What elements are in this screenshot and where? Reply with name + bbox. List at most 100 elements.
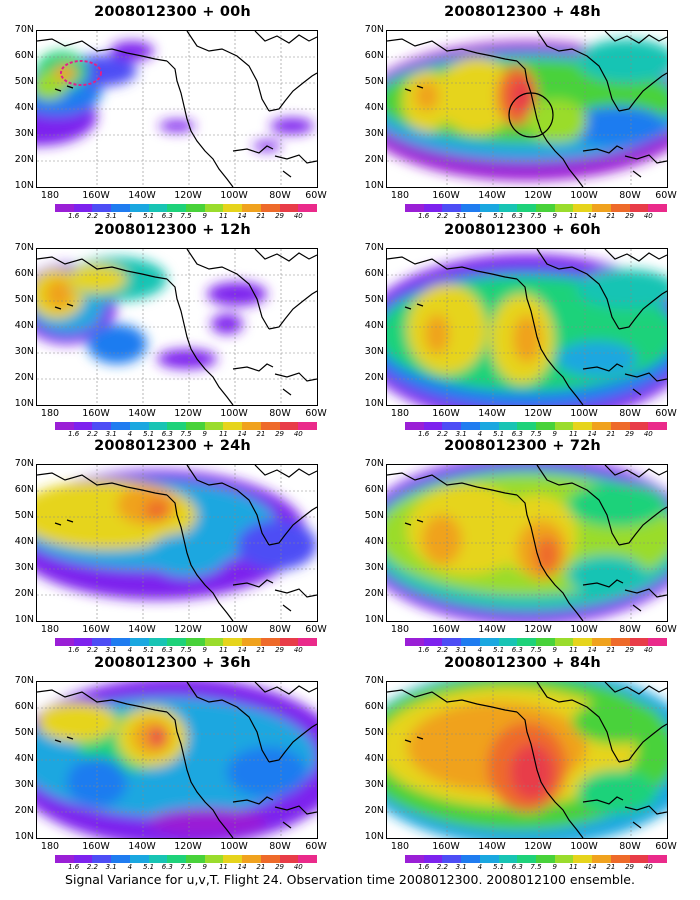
colorbar-swatch: [279, 855, 299, 863]
colorbar-swatch: [55, 422, 75, 430]
colorbar-swatch: [298, 855, 318, 863]
coastline: [54, 303, 74, 310]
coastline: [254, 249, 317, 262]
colorbar-swatch: [498, 204, 518, 212]
map-canvas: [37, 31, 317, 187]
lat-tick-label: 50N: [364, 727, 384, 738]
lat-tick-label: 30N: [364, 779, 384, 790]
lat-tick-label: 30N: [14, 346, 34, 357]
variance-map: [386, 248, 668, 406]
colorbar-label: 6.3: [161, 212, 173, 220]
lat-tick-label: 60N: [14, 484, 34, 495]
coastline: [54, 85, 74, 92]
coastline: [37, 256, 168, 280]
colorbar-swatch: [423, 638, 443, 646]
lon-tick-label: 120W: [524, 408, 552, 419]
colorbar-label: 11: [218, 212, 228, 220]
lon-tick-label: 180: [40, 190, 60, 201]
colorbar-swatch: [517, 204, 537, 212]
lon-tick-label: 160W: [82, 624, 110, 635]
variance-contour: [207, 282, 267, 306]
colorbar-label: 2.2: [436, 863, 448, 871]
variance-field: [387, 39, 667, 181]
colorbar-swatch: [610, 855, 631, 863]
colorbar-swatch: [73, 422, 93, 430]
colorbar-label: 9: [552, 646, 557, 654]
colorbar-swatch: [479, 422, 500, 430]
variance-contour: [577, 39, 667, 83]
coastline: [254, 465, 317, 478]
colorbar-swatch: [461, 855, 481, 863]
colorbar-swatch: [55, 638, 75, 646]
colorbar-label: 1.6: [418, 863, 430, 871]
panel-title: 2008012300 + 00h: [94, 4, 251, 20]
colorbar-swatch: [167, 638, 187, 646]
colorbar-swatch: [498, 638, 518, 646]
variance-contour: [567, 483, 667, 527]
variance-contour: [567, 106, 667, 146]
coastline: [536, 465, 620, 546]
lat-tick-label: 70N: [364, 675, 384, 686]
colorbar-label: 9: [202, 863, 207, 871]
colorbar-label: 7.5: [530, 863, 542, 871]
variance-map: [36, 248, 318, 406]
variance-contour: [572, 700, 662, 744]
variance-contour: [577, 770, 657, 814]
coastline: [404, 736, 424, 743]
colorbar-label: 3.1: [455, 646, 467, 654]
colorbar-label: 21: [256, 212, 266, 220]
coastline: [186, 682, 270, 763]
lon-tick-label: 120W: [524, 190, 552, 201]
lon-tick-label: 80W: [619, 190, 641, 201]
variance-contour: [211, 314, 243, 334]
coastline: [186, 249, 270, 330]
colorbar-swatch: [461, 638, 481, 646]
coastline: [582, 579, 624, 588]
colorbar-swatch: [242, 422, 262, 430]
colorbar-swatch: [442, 422, 462, 430]
lon-tick-label: 60W: [305, 408, 327, 419]
colorbar-swatch: [573, 855, 593, 863]
coastline: [268, 290, 317, 330]
coastline: [54, 519, 74, 526]
colorbar-swatch: [279, 422, 299, 430]
colorbar-swatch: [167, 204, 187, 212]
colorbar-swatch: [573, 422, 593, 430]
lat-tick-label: 70N: [14, 675, 34, 686]
variance-contour: [87, 324, 147, 364]
colorbar: [55, 422, 318, 430]
colorbar-swatch: [405, 855, 425, 863]
colorbar-label: 6.3: [161, 646, 173, 654]
variance-map: [36, 681, 318, 839]
lat-tick-label: 60N: [364, 50, 384, 61]
lat-tick-label: 50N: [14, 727, 34, 738]
variance-contour: [45, 279, 73, 309]
colorbar-swatch: [554, 855, 574, 863]
colorbar-label: 29: [275, 212, 285, 220]
colorbar-swatch: [648, 855, 668, 863]
colorbar-swatch: [186, 638, 206, 646]
colorbar-swatch: [498, 422, 518, 430]
lat-tick-label: 70N: [364, 242, 384, 253]
lon-tick-label: 120W: [174, 841, 202, 852]
colorbar-label: 21: [256, 430, 266, 438]
coastline: [604, 465, 667, 478]
lon-tick-label: 180: [390, 841, 410, 852]
colorbar-label: 5.1: [142, 863, 155, 871]
colorbar-label: 14: [587, 646, 597, 654]
colorbar-label: 6.3: [511, 863, 523, 871]
lon-tick-label: 100W: [570, 841, 598, 852]
colorbar: [405, 422, 668, 430]
colorbar-label: 21: [256, 863, 266, 871]
lon-tick-label: 80W: [619, 841, 641, 852]
coastline: [582, 796, 624, 805]
colorbar-label: 3.1: [105, 212, 117, 220]
map-panel: 2008012300 + 60h 70N 60N 50N 40N 30N 20N 10N 180…: [350, 218, 695, 440]
colorbar-swatch: [223, 422, 243, 430]
colorbar-swatch: [298, 422, 318, 430]
coastline: [536, 31, 620, 112]
colorbar-swatch: [260, 855, 281, 863]
lat-tick-label: 10N: [14, 398, 34, 409]
variance-contour: [415, 81, 439, 111]
colorbar-swatch: [242, 855, 262, 863]
